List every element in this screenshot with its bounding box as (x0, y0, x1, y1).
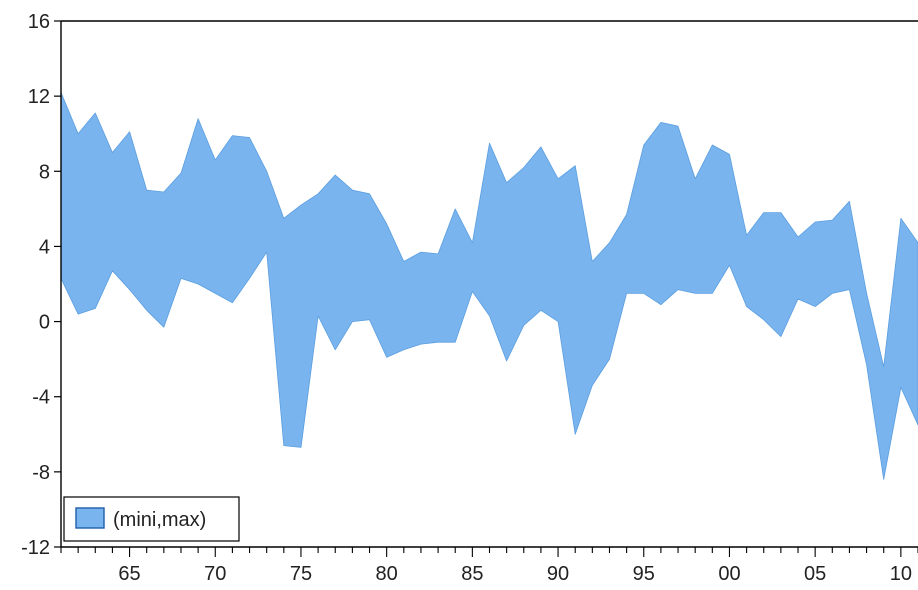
x-tick-label: 10 (890, 563, 912, 585)
x-tick-label: 95 (633, 563, 655, 585)
x-tick-label: 05 (804, 563, 826, 585)
band-layer (60, 92, 918, 480)
x-tick-label: 00 (718, 563, 740, 585)
x-tick-label: 70 (204, 563, 226, 585)
x-tick-label: 90 (547, 563, 569, 585)
y-tick-label: -4 (32, 387, 50, 409)
y-tick-label: 4 (39, 236, 50, 258)
y-tick-label: 0 (39, 312, 50, 334)
y-tick-label: 8 (39, 161, 50, 183)
x-tick-label: 85 (461, 563, 483, 585)
y-tick-label: -8 (32, 462, 50, 484)
y-tick-label: 12 (28, 86, 50, 108)
axis-layer: 16 12 8 4 0 -4 -8 -12 65 70 75 80 85 90 95 00 05 10 (21, 11, 918, 585)
legend-swatch (75, 507, 105, 529)
x-tick-label: 75 (290, 563, 312, 585)
y-tick-label: -12 (21, 537, 50, 559)
legend-label: (mini,max) (113, 509, 206, 531)
x-tick-label: 65 (118, 563, 140, 585)
y-tick-label: 16 (28, 11, 50, 33)
x-tick-label: 80 (376, 563, 398, 585)
min-max-band-0 (60, 92, 918, 480)
legend: (mini,max) (63, 496, 240, 542)
